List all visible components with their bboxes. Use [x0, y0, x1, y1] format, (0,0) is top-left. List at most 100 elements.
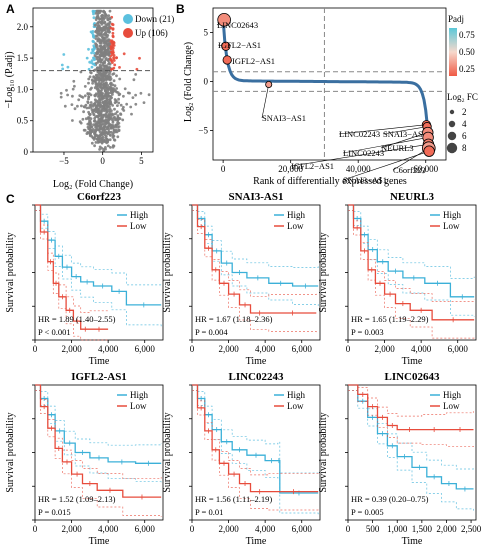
km-legend-label: Low [130, 401, 147, 411]
volcano-point [99, 21, 103, 25]
volcano-point [122, 109, 126, 112]
km-xlabel: Time [246, 536, 267, 547]
volcano-point [114, 89, 117, 93]
volcano-point [132, 78, 136, 82]
volcano-point [80, 104, 83, 108]
volcano-point [104, 50, 108, 54]
volcano-point [112, 51, 115, 54]
gene-label: LINC02243 [339, 129, 380, 139]
volcano-point [84, 117, 88, 121]
volcano-point [100, 146, 103, 150]
volcano-point [87, 77, 91, 81]
volcano-point [61, 67, 65, 71]
volcano-point [98, 17, 102, 21]
x-tick-label: 4,000 [411, 344, 432, 354]
km-title: C6orf223 [77, 191, 121, 203]
volcano-point [104, 122, 108, 126]
y-tick-label: 2.0 [17, 22, 29, 32]
volcano-point [107, 30, 111, 33]
volcano-point [112, 134, 116, 138]
volcano-point [104, 41, 108, 45]
km-ylabel: Survival probability [318, 412, 329, 492]
y-tick-label: 5 [204, 28, 209, 38]
volcano-point [95, 73, 98, 77]
volcano-point [113, 107, 116, 111]
volcano-point [122, 52, 126, 56]
volcano-points [59, 9, 151, 153]
volcano-point [76, 104, 79, 108]
volcano-point [93, 144, 96, 148]
km-ylabel: Survival probability [162, 412, 173, 492]
volcano-point [92, 44, 96, 48]
volcano-point [111, 104, 114, 107]
volcano-point [102, 129, 106, 133]
gene-point [265, 80, 273, 88]
volcano-point [88, 60, 92, 64]
size-legend-items: 2 4 6 8 [446, 107, 467, 154]
volcano-point [130, 112, 133, 116]
volcano-point [113, 98, 117, 101]
km-ylabel: Survival probability [5, 232, 16, 312]
km-ci-lower [348, 390, 474, 511]
size-legend-label: 6 [462, 131, 467, 141]
volcano-point [102, 127, 106, 131]
volcano-point [97, 137, 101, 141]
volcano-point [101, 132, 105, 136]
rank-axis-ticks: 0 20,000 40,000 60,000 −5 0 5 [198, 28, 438, 174]
x-tick-label: 6,000 [292, 524, 313, 534]
volcano-point [102, 147, 106, 151]
volcano-point [106, 89, 110, 93]
volcano-point [108, 20, 112, 24]
x-tick-label: 0 [346, 524, 351, 534]
legend-down-label: Down (21) [135, 14, 174, 24]
km-hr-text: HR = 1.52 (1.09–2.13) [38, 494, 116, 504]
x-tick-label: 6,000 [135, 524, 156, 534]
volcano-point [105, 86, 109, 90]
panel-letter-a: A [6, 2, 15, 16]
volcano-point [99, 123, 102, 127]
volcano-point [108, 138, 112, 142]
volcano-point [142, 101, 146, 104]
gene-label: SNAI3−AS1 [383, 129, 427, 139]
size-legend-dot [447, 131, 457, 141]
x-tick-label: 2,000 [218, 344, 239, 354]
x-tick-label: 0 [100, 156, 105, 166]
volcano-point [87, 121, 91, 125]
volcano-point [111, 46, 115, 50]
colorbar-tick-label: 0.25 [459, 64, 475, 74]
km-p-text: P = 0.003 [351, 327, 384, 337]
km-ci-lower [348, 210, 475, 317]
volcano-point [100, 80, 104, 84]
volcano-point [102, 83, 106, 87]
volcano-point [93, 54, 97, 57]
volcano-point [97, 24, 101, 27]
volcano-point [81, 117, 85, 121]
rank-ylabel: Log₂ (Fold Change) [183, 42, 194, 122]
volcano-point [97, 134, 100, 138]
volcano-point [59, 95, 63, 99]
volcano-point [147, 93, 151, 97]
volcano-point [105, 101, 108, 104]
km-hr-text: HR = 1.56 (1.11–2.19) [195, 494, 272, 504]
y-tick-label: 0 [24, 147, 29, 157]
volcano-point [70, 103, 74, 106]
volcano-point [96, 139, 100, 143]
x-tick-label: 2,000 [374, 344, 395, 354]
x-tick-label: 4,000 [255, 524, 276, 534]
volcano-point [110, 109, 113, 113]
volcano-point [112, 113, 115, 116]
volcano-point [86, 125, 90, 129]
legend-up-swatch [123, 28, 133, 38]
volcano-point [93, 129, 96, 133]
volcano-point [107, 46, 110, 50]
size-legend-label: 4 [462, 119, 467, 129]
volcano-point [89, 71, 92, 74]
volcano-point [91, 109, 95, 113]
volcano-point [93, 131, 96, 135]
km-ci-upper [348, 204, 475, 302]
km-ci-lower [35, 210, 109, 341]
volcano-point [107, 109, 111, 112]
km-p-text: P = 0.015 [38, 507, 71, 517]
